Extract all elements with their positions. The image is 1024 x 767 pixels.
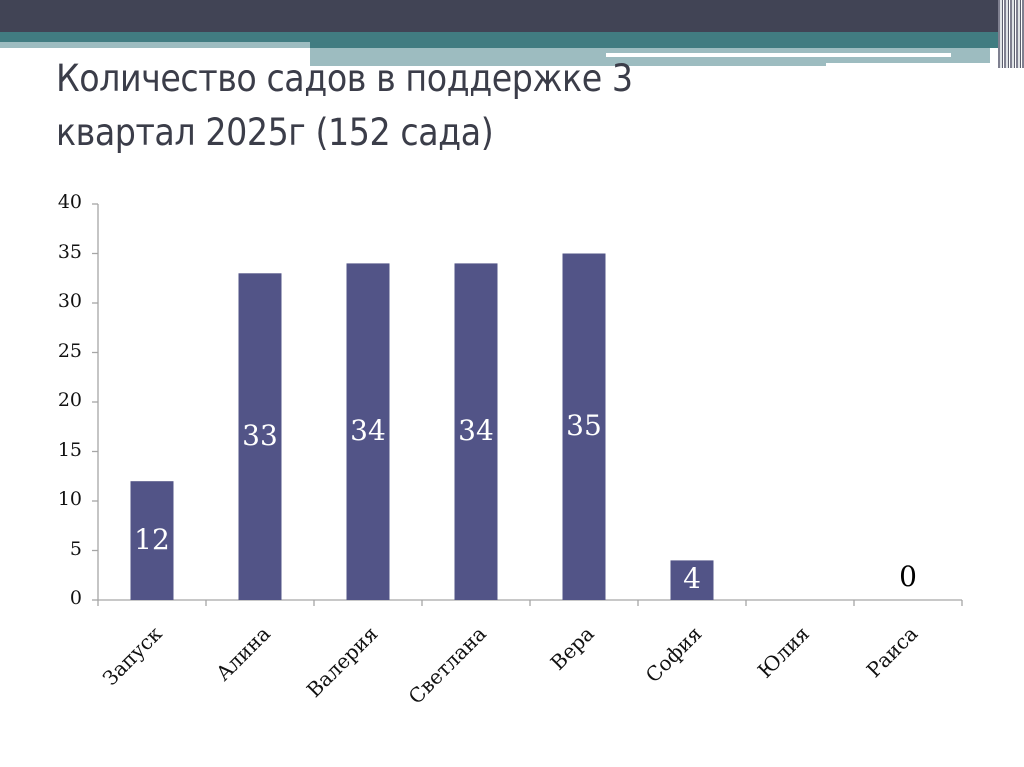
header-stripes-decoration (998, 0, 1024, 68)
bar-data-label: 12 (134, 522, 170, 556)
y-axis-tick-label: 25 (57, 339, 82, 362)
bar-data-label: 0 (899, 560, 917, 593)
header-band-light-left (0, 42, 310, 48)
bar-data-label: 34 (458, 413, 494, 447)
header-accent-line-2 (826, 63, 996, 68)
slide-title: Количество садов в поддержке 3 квартал 2… (56, 52, 740, 160)
y-axis-tick-label: 20 (57, 389, 82, 411)
y-axis-tick-label: 30 (57, 290, 82, 312)
y-axis-tick-label: 35 (57, 240, 82, 263)
y-axis-tick-label: 40 (57, 191, 82, 213)
bar-Алина (238, 273, 282, 600)
slide-title-line-1: Количество садов в поддержке 3 (56, 57, 633, 100)
header-accent-line (606, 53, 951, 57)
bar-data-label: 34 (350, 413, 386, 447)
y-axis-tick-label: 5 (69, 537, 82, 560)
bar-Светлана (454, 263, 498, 600)
bar-Валерия (346, 263, 390, 600)
bar-София (670, 560, 714, 600)
slide-title-line-2: квартал 2025г (152 сада) (56, 111, 494, 154)
bar-Запуск (130, 481, 174, 600)
bar-data-label: 33 (242, 418, 278, 452)
header-band-light-right (310, 48, 990, 66)
y-axis-tick-label: 10 (57, 488, 82, 510)
y-axis-tick-label: 0 (69, 587, 82, 609)
bar-Вера (562, 253, 606, 600)
header-band-dark (0, 0, 1024, 32)
y-axis-tick-label: 15 (57, 438, 82, 461)
bar-data-label: 35 (566, 408, 602, 442)
bar-data-label: 4 (683, 562, 701, 596)
